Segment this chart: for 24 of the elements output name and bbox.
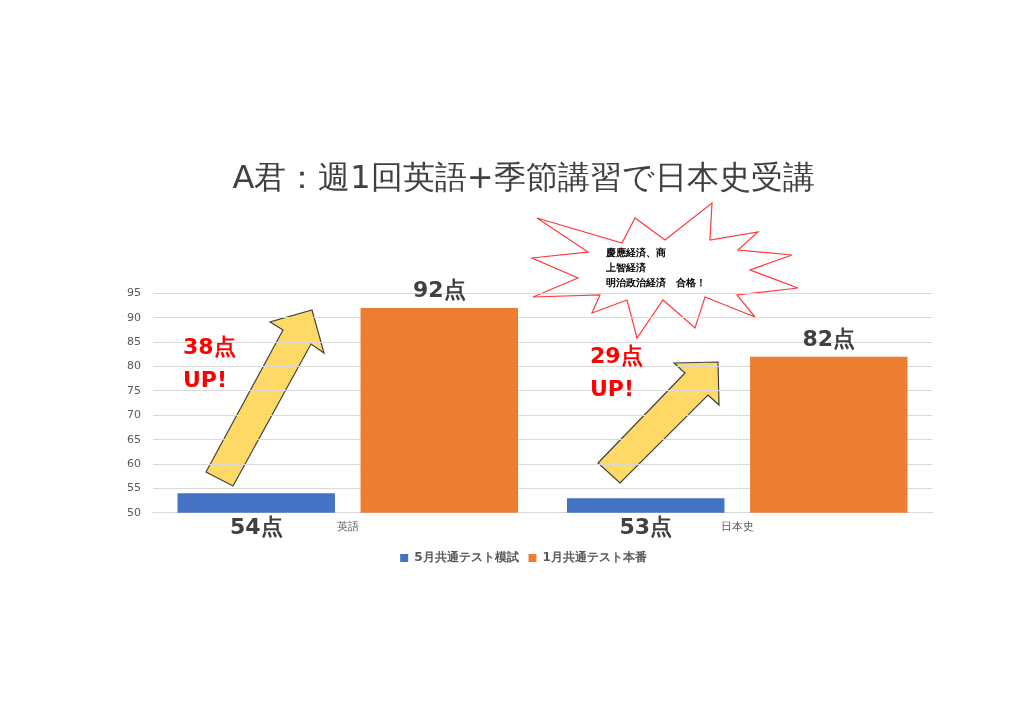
chart-title: A君：週1回英語+季節講習で日本史受講 <box>232 157 815 196</box>
data-label: 92点 <box>412 276 466 302</box>
text: 明治政治経済 合格！ <box>606 276 706 288</box>
y-tick-label: 50 <box>127 505 141 519</box>
annotation: 38点 UP! <box>183 333 236 392</box>
text: 慶應経済、商 <box>605 246 666 258</box>
y-tick-label: 90 <box>127 310 141 324</box>
annotation: 29点 UP! <box>590 342 643 401</box>
legend-label: 5月共通テスト模試 <box>414 550 519 565</box>
y-tick-label: 55 <box>127 481 141 495</box>
legend-label: 1月共通テスト本番 <box>542 550 647 565</box>
data-label: 53点 <box>619 513 673 539</box>
y-tick-label: 75 <box>127 383 141 397</box>
text: 上智経済 <box>605 261 647 273</box>
y-tick-label: 65 <box>127 432 141 446</box>
y-tick-label: 60 <box>127 456 141 470</box>
y-tick-label: 80 <box>127 359 141 373</box>
x-tick-label: 英語 <box>336 520 359 534</box>
y-tick-label: 95 <box>127 286 141 300</box>
x-tick-label: 日本史 <box>720 520 754 534</box>
y-tick-label: 70 <box>127 408 141 422</box>
data-label: 54点 <box>229 513 283 539</box>
y-tick-label: 85 <box>127 335 141 349</box>
data-label: 82点 <box>802 325 856 351</box>
